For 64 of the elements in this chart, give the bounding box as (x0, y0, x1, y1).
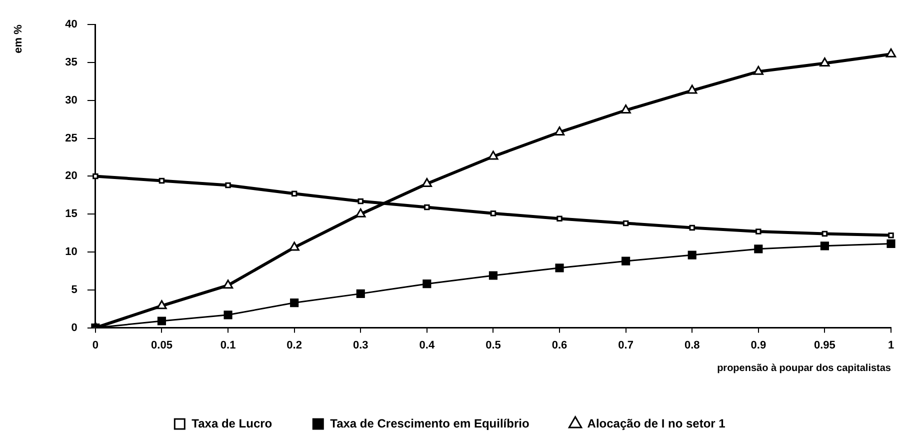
point (422, 178, 432, 188)
x-tick-label: 0.8 (684, 339, 700, 352)
x-tick-label: 0 (92, 339, 98, 352)
y-tick-label: 20 (65, 170, 78, 182)
y-tick-label: 25 (65, 132, 78, 144)
point (289, 242, 300, 251)
point (358, 198, 364, 204)
y-tick-label: 0 (71, 322, 78, 334)
point (754, 244, 763, 254)
point (488, 271, 498, 280)
point (225, 182, 231, 188)
x-tick-label: 0.9 (750, 339, 766, 352)
point (886, 48, 896, 58)
point (820, 242, 829, 250)
point (356, 208, 366, 218)
point (820, 58, 830, 67)
x-tick-label: 0.6 (552, 339, 568, 352)
legend-label: Taxa de Crescimento em Equilíbrio (330, 416, 530, 430)
y-tick-label: 15 (65, 208, 78, 220)
point (356, 289, 365, 298)
point (554, 126, 565, 136)
point (622, 220, 629, 226)
point (422, 280, 432, 288)
x-tick-label: 1 (888, 339, 894, 352)
x-tick-label: 0.5 (486, 339, 501, 352)
point (888, 232, 894, 238)
y-tick-label: 30 (65, 94, 78, 106)
x-tick-label: 0.3 (352, 339, 368, 352)
x-tick-label: 0.05 (151, 339, 172, 352)
point (622, 256, 630, 266)
y-tick-label: 40 (65, 18, 78, 31)
x-tick-label: 0.4 (419, 339, 436, 352)
point (157, 316, 166, 326)
y-tick-label: 35 (65, 56, 78, 69)
point (290, 298, 299, 308)
x-tick-label: 0.95 (814, 339, 836, 352)
point (92, 173, 98, 180)
x-tick-label: 0.2 (286, 339, 302, 352)
x-tick-label: 0.7 (618, 339, 634, 352)
point (291, 190, 298, 197)
point (620, 104, 631, 114)
point (753, 66, 764, 75)
x-tick-label: 0.1 (220, 339, 236, 352)
point (222, 280, 234, 289)
point (689, 224, 695, 231)
point (156, 300, 167, 310)
point (490, 210, 496, 216)
x-axis-title: propensão à poupar dos capitalistas (717, 362, 892, 374)
point (424, 204, 430, 210)
point (687, 84, 698, 94)
y-tick-label: 5 (71, 284, 78, 296)
point (555, 264, 564, 272)
point (224, 310, 232, 320)
point (886, 239, 896, 248)
point (488, 150, 498, 160)
legend-label: Alocação de I no setor 1 (587, 416, 726, 430)
point (756, 228, 762, 234)
y-axis-title: em % (12, 24, 25, 54)
point (158, 178, 165, 184)
point (556, 216, 562, 222)
legend-label: Taxa de Lucro (192, 416, 272, 430)
y-tick-label: 10 (65, 246, 78, 258)
point (688, 250, 696, 260)
point (822, 230, 828, 237)
